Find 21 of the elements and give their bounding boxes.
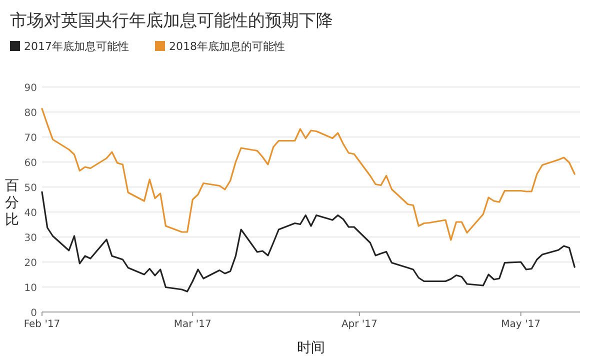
y-tick-label: 90	[24, 83, 37, 94]
legend-label: 2017年底加息可能性	[24, 40, 129, 53]
y-tick-label: 80	[24, 108, 37, 119]
y-tick-label: 0	[30, 308, 37, 319]
y-tick-label: 70	[24, 133, 37, 144]
x-tick-label: Apr '17	[341, 319, 378, 330]
y-tick-label: 50	[24, 183, 37, 194]
y-axis-title: 百分比	[5, 178, 19, 228]
chart-title: 市场对英国央行年底加息可能性的预期下降	[10, 11, 333, 31]
legend-label: 2018年底加息的可能性	[169, 40, 285, 53]
y-tick-label: 40	[24, 208, 37, 219]
x-tick-label: May '17	[501, 319, 540, 330]
line-series	[41, 191, 576, 292]
line-series	[41, 108, 576, 241]
x-tick-label: Mar '17	[174, 319, 212, 330]
x-tick-label: Feb '17	[24, 319, 60, 330]
x-axis-title: 时间	[297, 340, 325, 356]
y-tick-label: 10	[24, 283, 37, 294]
y-tick-label: 30	[24, 233, 37, 244]
y-tick-label: 20	[24, 258, 37, 269]
y-tick-label: 60	[24, 158, 37, 169]
